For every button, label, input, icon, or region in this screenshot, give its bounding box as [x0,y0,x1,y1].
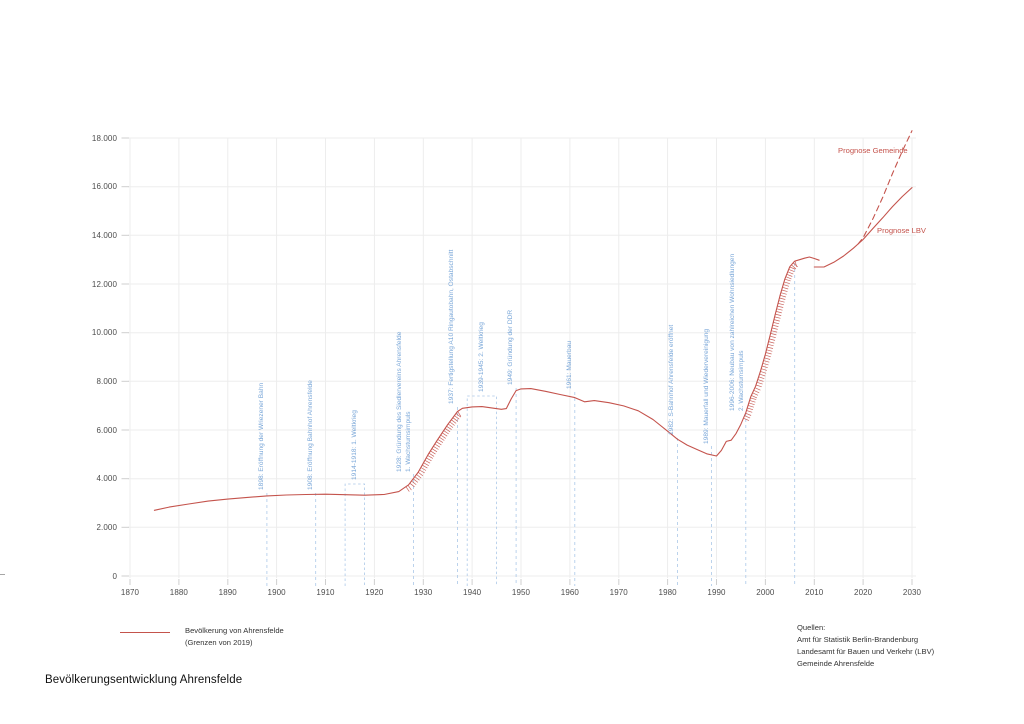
event-label-line: 1937: Fertigstellung A10 Ringautobahn, O… [448,249,456,404]
event-label-line: 2. Wachstumsimpuls [737,350,745,411]
event-label: 1961: Mauerbau [566,341,575,389]
source-item: Gemeinde Ahrensfelde [797,659,875,668]
x-axis-label: 1920 [365,588,384,597]
event-label: 1928: Gründung des Siedlervereins Ahrens… [396,332,413,472]
x-axis-label: 2000 [756,588,775,597]
y-axis-label: 8.000 [96,376,117,386]
event-label-line: 1928: Gründung des Siedlervereins Ahrens… [396,331,404,472]
y-axis-label: 12.000 [91,279,117,289]
event-label: 1989: Mauerfall und Wiedervereinigung [703,329,712,444]
x-axis-label: 1960 [560,588,579,597]
event-label: 1949: Gründung der DDR [507,310,516,385]
event-label: 1982: S-Bahnhof Ahrensfelde eröffnet [668,325,677,435]
x-axis-label: 1990 [707,588,726,597]
x-axis-label: 2030 [902,588,922,597]
y-axis-label: 2.000 [96,522,117,532]
legend-line-swatch [120,632,170,633]
legend-sublabel: (Grenzen von 2019) [185,638,253,647]
prognose-gemeinde-label: Prognose Gemeinde [838,146,908,155]
event-label: 1898: Eröffnung der Wriezener Bahn [258,383,267,490]
source-item: Amt für Statistik Berlin-Brandenburg [797,635,919,644]
event-label-line: 1898: Eröffnung der Wriezener Bahn [257,382,265,490]
page-title: Bevölkerungsentwicklung Ahrensfelde [45,674,243,686]
source-item: Landesamt für Bauen und Verkehr (LBV) [797,647,935,656]
event-label-line: 1908: Eröffnung Bahnhof Ahrensfelde [306,380,314,490]
event-label-line: 1982: S-Bahnhof Ahrensfelde eröffnet [668,324,676,435]
y-axis-label: 0 [112,571,117,581]
legend-label: Bevölkerung von Ahrensfelde [185,626,284,635]
x-axis-label: 1870 [120,588,140,597]
x-axis-label: 1930 [414,588,433,597]
y-axis-label: 18.000 [91,133,117,143]
y-axis-label: 4.000 [96,474,117,484]
sources-list: Amt für Statistik Berlin-Brandenburg Land… [797,634,934,670]
x-axis-label: 1900 [267,588,286,597]
x-axis-label: 1950 [511,588,531,597]
event-label-line: 1961: Mauerbau [565,340,573,389]
sources-heading: Quellen: [797,623,826,632]
y-axis-label: 16.000 [91,182,117,192]
y-axis-label: 14.000 [91,230,117,240]
edge-crop-mark [0,574,5,575]
x-axis-label: 1910 [316,588,335,597]
event-label-line: 1949: Gründung der DDR [507,309,515,385]
y-axis-label: 6.000 [96,425,117,435]
x-axis-label: 1980 [658,588,677,597]
event-label-line: 1996-2006: Neubau von zahlreichen Wohnsi… [728,253,736,411]
event-label: 1937: Fertigstellung A10 Ringautobahn, O… [448,250,457,404]
event-label-line: 1. Wachstumsimpuls [405,411,413,472]
sources: Quellen: Amt für Statistik Berlin-Brande… [797,622,934,670]
event-label-line: 1989: Mauerfall und Wiedervereinigung [702,328,710,444]
x-axis-label: 2010 [805,588,824,597]
prognose-lbv-label: Prognose LBV [877,226,926,235]
x-axis-label: 1940 [463,588,482,597]
event-label: 1996-2006: Neubau von zahlreichen Wohnsi… [729,254,746,411]
y-axis-label: 10.000 [91,328,117,338]
x-axis-label: 1970 [609,588,628,597]
legend: Bevölkerung von Ahrensfelde (Grenzen von… [185,625,284,649]
x-axis-label: 2020 [854,588,873,597]
period-label: 1939-1945: 2. Weltkrieg [477,322,485,392]
period-label: 1914-1918: 1. Weltkrieg [350,410,358,480]
x-axis-label: 1890 [218,588,237,597]
event-label: 1908: Eröffnung Bahnhof Ahrensfelde [307,380,316,490]
x-axis-label: 1880 [169,588,188,597]
